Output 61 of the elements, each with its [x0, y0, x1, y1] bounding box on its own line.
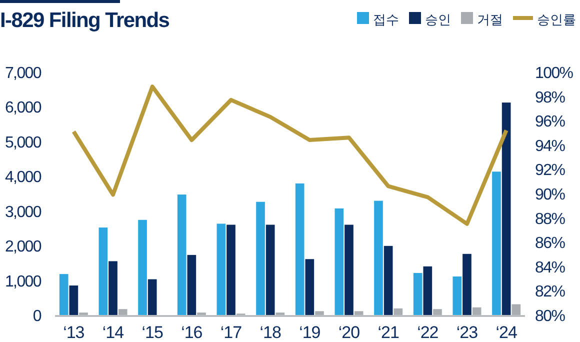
x-tick-label: ‘23 — [456, 323, 478, 342]
bar — [256, 202, 265, 315]
bar — [295, 183, 304, 315]
x-tick-label: ‘19 — [299, 323, 320, 342]
x-tick-label: ‘18 — [260, 323, 281, 342]
bar — [216, 224, 226, 315]
x-tick-label: ‘14 — [102, 323, 124, 342]
bar — [462, 254, 472, 315]
x-tick-label: ‘13 — [63, 323, 84, 342]
y2-tick-label: 92% — [535, 162, 566, 180]
y2-tick-label: 100% — [535, 65, 574, 82]
y-tick-label: 6,000 — [4, 100, 42, 117]
y-tick-label: 1,000 — [4, 273, 42, 290]
y2-tick-label: 82% — [535, 284, 566, 301]
legend-label: 접수 — [373, 12, 399, 27]
legend-label: 거절 — [477, 12, 503, 27]
x-tick-label: ‘17 — [220, 323, 242, 342]
x-tick-label: ‘21 — [378, 323, 399, 342]
x-tick-label: ‘16 — [181, 323, 202, 342]
y2-tick-label: 84% — [535, 259, 566, 276]
y2-tick-label: 94% — [535, 138, 566, 155]
bar — [502, 102, 511, 315]
bar — [492, 172, 501, 315]
y2-tick-label: 80% — [535, 308, 566, 325]
bar — [59, 274, 68, 315]
x-tick-label: ‘24 — [496, 323, 517, 342]
bar — [148, 279, 157, 315]
bar — [108, 261, 118, 315]
bar — [384, 246, 393, 315]
x-tick-label: ‘22 — [417, 323, 438, 342]
bar — [334, 208, 344, 315]
legend-label: 승인 — [425, 12, 451, 27]
y-tick-label: 5,000 — [4, 134, 42, 152]
y2-tick-label: 90% — [535, 186, 566, 204]
bar — [226, 224, 236, 315]
y-tick-label: 0 — [32, 308, 42, 325]
line-series — [72, 84, 508, 226]
legend-label: 승인률 — [537, 12, 576, 27]
y-tick-label: 3,000 — [4, 204, 42, 221]
bar — [305, 259, 314, 315]
bar — [374, 200, 383, 315]
bar — [452, 276, 462, 315]
bar — [138, 220, 147, 315]
y2-tick-label: 98% — [535, 89, 566, 106]
x-tick-label: ‘20 — [338, 323, 360, 342]
y2-tick-label: 88% — [535, 210, 566, 228]
chart-title: I-829 Filing Trends — [0, 9, 170, 32]
y-tick-label: 7,000 — [4, 65, 42, 82]
bar — [69, 285, 78, 315]
y-tick-label: 4,000 — [4, 169, 42, 186]
bar — [344, 224, 354, 315]
y2-tick-label: 86% — [535, 235, 566, 252]
bar — [423, 266, 432, 315]
bar — [177, 194, 186, 315]
y2-tick-label: 96% — [535, 114, 566, 131]
bar — [98, 228, 108, 315]
bar — [266, 224, 275, 315]
bar — [413, 272, 422, 315]
y-tick-label: 2,000 — [4, 238, 42, 256]
x-tick-label: ‘15 — [142, 323, 163, 342]
bar — [187, 254, 196, 315]
